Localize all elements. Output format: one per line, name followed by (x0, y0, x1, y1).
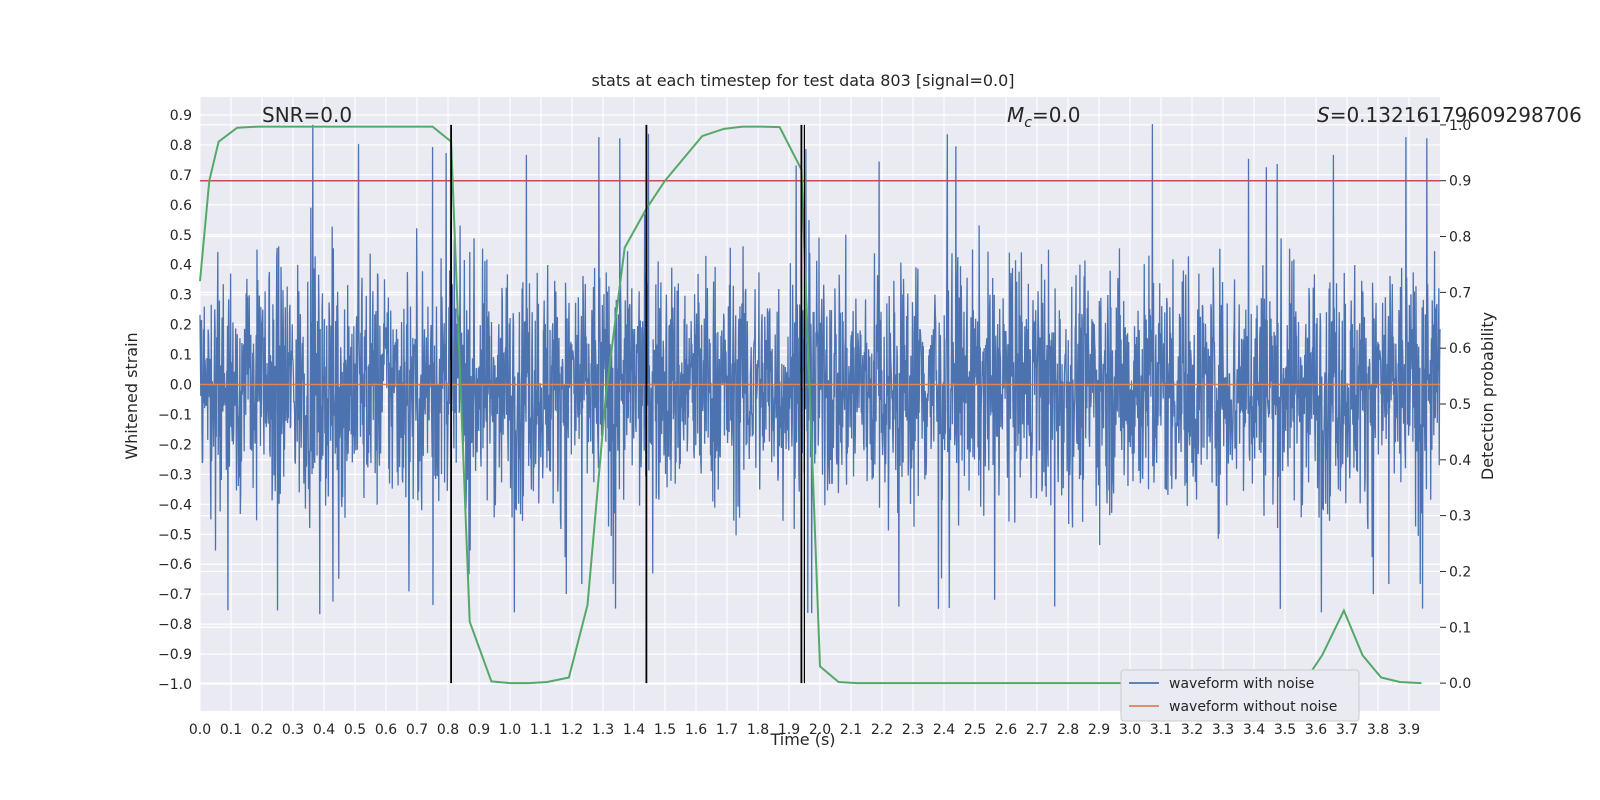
x-tick-label-29: 2.9 (1088, 722, 1110, 738)
x-tick-label-30: 3.0 (1119, 722, 1141, 738)
y-tick-label-8: 0.1 (170, 348, 192, 364)
x-tick-label-25: 2.5 (964, 722, 986, 738)
y-tick-label-14: −0.5 (158, 527, 192, 543)
y-tick-label-4: 0.5 (170, 228, 192, 244)
y-tick-label-9: 0.0 (170, 378, 192, 394)
y2-tick-label-2: 0.8 (1449, 230, 1471, 246)
y2-tick-label-7: 0.3 (1449, 509, 1471, 525)
y-tick-label-12: −0.3 (158, 467, 192, 483)
x-tick-label-28: 2.8 (1057, 722, 1079, 738)
y2-tick-label-1: 0.9 (1449, 174, 1471, 190)
x-tick-label-4: 0.4 (313, 722, 335, 738)
x-tick-label-23: 2.3 (902, 722, 924, 738)
event-markers (450, 124, 806, 684)
y-tick-label-2: 0.7 (170, 168, 192, 184)
x-tick-label-15: 1.5 (654, 722, 676, 738)
y2-tick-label-10: 0.0 (1449, 676, 1471, 692)
x-tick-label-39: 3.9 (1398, 722, 1420, 738)
x-tick-label-33: 3.3 (1212, 722, 1234, 738)
x-axis-label: Time (s) (769, 730, 835, 749)
y2-axis-label: Detection probability (1478, 312, 1497, 480)
x-axis-ticks: 0.0 0.1 0.2 0.3 0.4 0.5 0.6 0.7 0.8 0.9 1.0 1.1 1.2 1… (189, 722, 1420, 738)
x-tick-label-14: 1.4 (623, 722, 645, 738)
x-tick-label-0: 0.0 (189, 722, 211, 738)
x-tick-label-35: 3.5 (1274, 722, 1296, 738)
y-axis-label: Whitened strain (122, 332, 141, 459)
x-tick-label-13: 1.3 (592, 722, 614, 738)
chart-title: stats at each timestep for test data 803… (591, 71, 1014, 90)
y-tick-label-1: 0.8 (170, 138, 192, 154)
x-tick-label-12: 1.2 (561, 722, 583, 738)
y-tick-label-18: −0.9 (158, 647, 192, 663)
y-tick-label-0: 0.9 (170, 108, 192, 124)
x-tick-label-21: 2.1 (840, 722, 862, 738)
x-tick-label-8: 0.8 (437, 722, 459, 738)
y-tick-label-16: −0.7 (158, 587, 192, 603)
snr-annotation: SNR=0.0 (262, 103, 352, 127)
x-tick-label-2: 0.2 (251, 722, 273, 738)
legend: waveform with noise waveform without noi… (1120, 669, 1360, 722)
y-tick-label-3: 0.6 (170, 198, 192, 214)
x-tick-label-37: 3.7 (1336, 722, 1358, 738)
y2-tick-label-8: 0.2 (1449, 564, 1471, 580)
y2-tick-label-5: 0.5 (1449, 397, 1471, 413)
y-tick-label-7: 0.2 (170, 318, 192, 334)
y-tick-label-17: −0.8 (158, 617, 192, 633)
x-tick-label-16: 1.6 (685, 722, 707, 738)
waveform-with-noise-path (199, 124, 1441, 615)
x-tick-label-32: 3.2 (1181, 722, 1203, 738)
y-axis-ticks: 0.9 0.8 0.7 0.6 0.5 0.4 0.3 0.2 0.1 0.0 −0.1 −0.2 −0… (158, 108, 192, 693)
y-tick-label-11: −0.2 (158, 437, 192, 453)
y2-tick-label-6: 0.4 (1449, 453, 1471, 469)
legend-noise-label: waveform with noise (1169, 676, 1314, 692)
x-tick-label-5: 0.5 (344, 722, 366, 738)
y-tick-label-6: 0.3 (170, 288, 192, 304)
legend-clean-label: waveform without noise (1169, 699, 1337, 715)
y-tick-label-5: 0.4 (170, 258, 192, 274)
y2-tick-label-0: 1.0 (1449, 118, 1471, 134)
x-tick-label-31: 3.1 (1150, 722, 1172, 738)
x-tick-label-10: 1.0 (499, 722, 521, 738)
legend-box (1120, 669, 1360, 722)
mc-annotation: Mc=0.0 (1007, 103, 1081, 131)
x-tick-label-9: 0.9 (468, 722, 490, 738)
y2-tick-label-4: 0.6 (1449, 341, 1471, 357)
y-tick-label-19: −1.0 (158, 677, 192, 693)
y2-tick-label-3: 0.7 (1449, 285, 1471, 301)
x-tick-label-1: 0.1 (220, 722, 242, 738)
y2-tick-label-9: 0.1 (1449, 620, 1471, 636)
s-annotation: S=0.13216179609298706 (1317, 103, 1582, 127)
waveform-with-noise-series (199, 124, 1441, 615)
y2-axis-ticks: 1.0 0.9 0.8 0.7 0.6 0.5 0.4 0.3 0.2 0.1 0.0 (1440, 118, 1471, 692)
x-tick-label-6: 0.6 (375, 722, 397, 738)
x-tick-label-24: 2.4 (933, 722, 955, 738)
x-tick-label-18: 1.8 (747, 722, 769, 738)
x-tick-label-36: 3.6 (1305, 722, 1327, 738)
x-tick-label-34: 3.4 (1243, 722, 1265, 738)
x-tick-label-26: 2.6 (995, 722, 1017, 738)
x-tick-label-19: 1.9 (778, 722, 800, 738)
x-tick-label-22: 2.2 (871, 722, 893, 738)
x-tick-label-7: 0.7 (406, 722, 428, 738)
x-tick-label-38: 3.8 (1367, 722, 1389, 738)
x-tick-label-20: 2.0 (809, 722, 831, 738)
x-tick-label-11: 1.1 (530, 722, 552, 738)
x-tick-label-17: 1.7 (716, 722, 738, 738)
y-tick-label-15: −0.6 (158, 557, 192, 573)
y-tick-label-10: −0.1 (158, 407, 192, 423)
x-tick-label-3: 0.3 (282, 722, 304, 738)
y-tick-label-13: −0.4 (158, 497, 192, 513)
x-tick-label-27: 2.7 (1026, 722, 1048, 738)
